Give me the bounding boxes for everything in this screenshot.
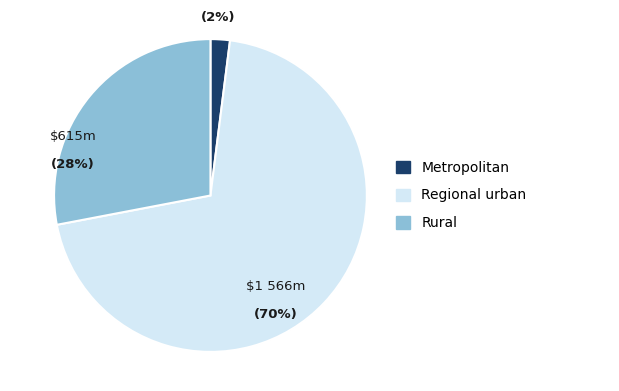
Legend: Metropolitan, Regional urban, Rural: Metropolitan, Regional urban, Rural <box>391 155 532 236</box>
Wedge shape <box>54 39 210 225</box>
Text: $615m: $615m <box>50 129 96 143</box>
Wedge shape <box>210 39 230 196</box>
Text: (70%): (70%) <box>254 308 298 321</box>
Text: (2%): (2%) <box>201 11 236 24</box>
Text: (28%): (28%) <box>51 158 95 171</box>
Wedge shape <box>57 40 367 352</box>
Text: $1 566m: $1 566m <box>246 280 306 293</box>
